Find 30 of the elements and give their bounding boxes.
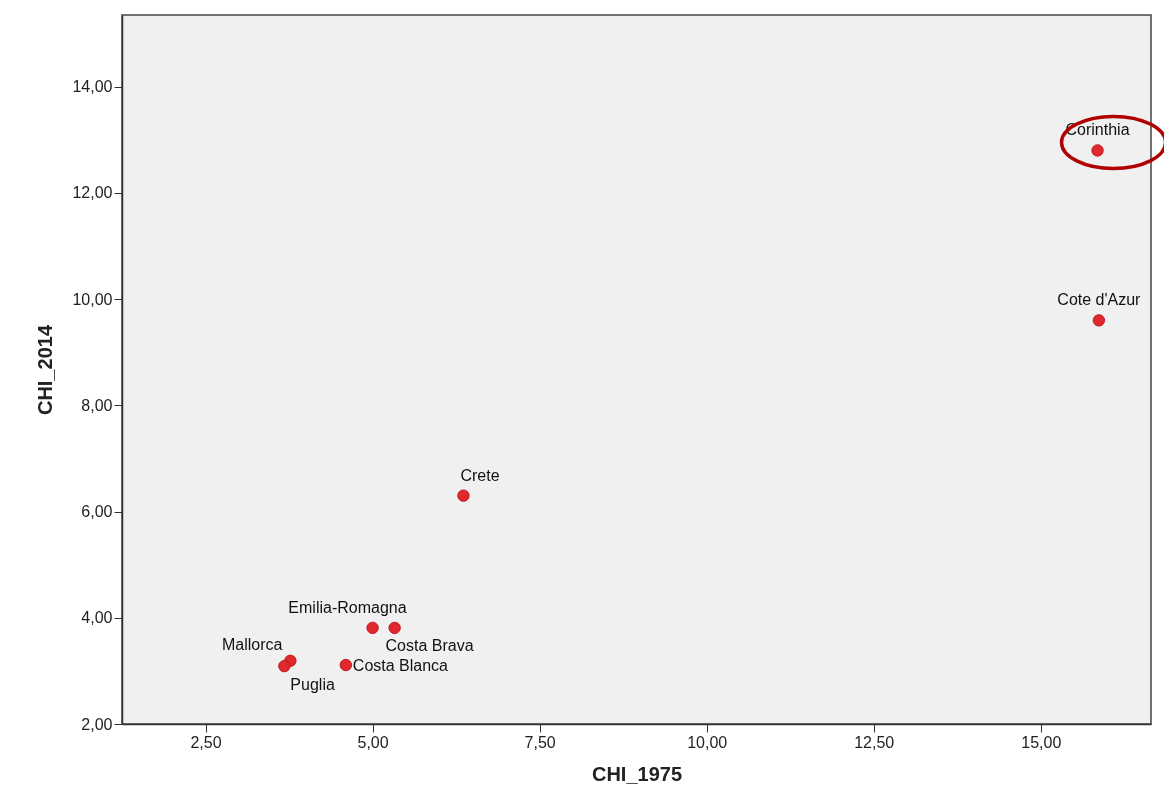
x-tick-label: 7,50	[524, 733, 556, 751]
x-axis-title: CHI_1975	[591, 762, 683, 785]
x-tick-label: 15,00	[1021, 733, 1062, 751]
y-axis-title: CHI_2014	[34, 324, 57, 416]
point	[278, 659, 291, 673]
annotation: Mallorca	[221, 635, 283, 653]
y-tick-label: 6,00	[81, 503, 113, 521]
annotation: Costa Brava	[385, 636, 474, 654]
y-tick-label: 14,00	[72, 78, 113, 96]
annotation: Puglia	[290, 676, 335, 694]
y-tick-label: 2,00	[81, 715, 113, 733]
y-tick-label: 10,00	[72, 290, 113, 308]
point	[1091, 144, 1104, 157]
point	[366, 621, 379, 635]
point	[457, 489, 470, 502]
x-tick-label: 12,50	[854, 733, 895, 751]
annotation: Crete	[460, 466, 500, 484]
y-tick-label: 12,00	[72, 184, 113, 202]
x-tick-label: 5,00	[357, 733, 389, 751]
point	[1092, 314, 1106, 327]
x-tick-label: 2,50	[190, 733, 222, 751]
point	[388, 621, 401, 635]
annotation: Emilia-Romagna	[288, 598, 407, 616]
y-tick-label: 4,00	[81, 609, 113, 627]
annotation: Costa Blanca	[352, 657, 449, 675]
annotation: Corinthia	[1065, 121, 1130, 139]
point	[339, 658, 353, 672]
x-tick-label: 10,00	[687, 733, 728, 751]
y-tick-label: 8,00	[81, 396, 113, 414]
annotation: Cote d'Azur	[1057, 291, 1142, 309]
